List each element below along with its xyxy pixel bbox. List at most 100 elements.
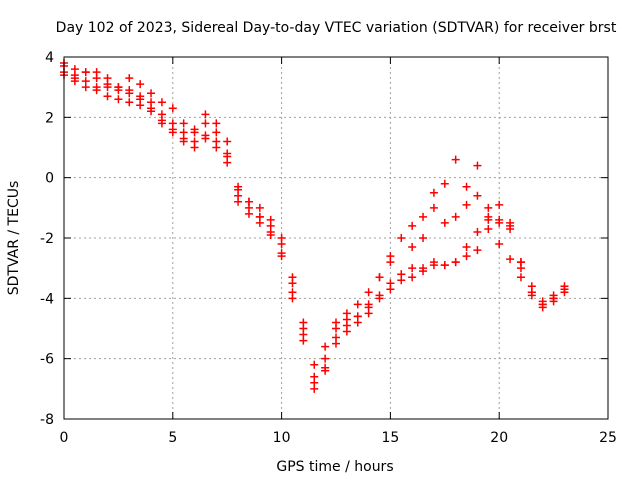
data-point	[332, 339, 340, 348]
data-point	[277, 240, 286, 249]
x-tick-label: 5	[168, 430, 177, 446]
data-point	[473, 227, 482, 236]
x-tick-label: 20	[490, 430, 508, 446]
data-point	[201, 131, 210, 140]
data-point	[527, 288, 536, 297]
x-tick-label: 10	[273, 430, 291, 446]
data-point	[332, 318, 340, 327]
data-point	[484, 203, 493, 212]
data-point	[375, 273, 384, 282]
data-point	[560, 288, 569, 297]
data-point	[299, 324, 308, 333]
data-point	[506, 255, 515, 264]
data-point	[495, 200, 504, 209]
data-point	[506, 221, 515, 230]
data-point	[484, 224, 493, 233]
data-point	[81, 83, 90, 92]
series-trace-d	[60, 71, 569, 393]
data-point	[386, 279, 395, 288]
data-point	[288, 279, 297, 288]
data-point	[397, 270, 406, 279]
data-point	[179, 134, 188, 143]
data-point	[538, 303, 547, 312]
data-point	[386, 258, 395, 267]
data-point	[321, 363, 330, 372]
data-point	[125, 86, 134, 95]
y-tick-label: -2	[40, 231, 54, 247]
y-tick-label: 4	[45, 50, 54, 66]
data-point	[212, 137, 221, 146]
data-point	[114, 83, 123, 92]
data-point	[244, 209, 253, 218]
data-point	[92, 86, 101, 95]
data-point	[310, 360, 319, 369]
data-point	[342, 327, 351, 336]
data-point	[495, 215, 504, 224]
data-point	[440, 261, 449, 270]
plot-area	[60, 59, 569, 393]
data-point	[549, 297, 558, 306]
y-tick-label: 2	[45, 110, 54, 126]
x-tick-label: 25	[599, 430, 617, 446]
data-point	[364, 288, 373, 297]
series-trace-b	[60, 68, 569, 375]
y-tick-label: -8	[40, 412, 54, 428]
data-point	[299, 336, 308, 345]
y-tick-label: 0	[45, 171, 54, 187]
data-point	[266, 230, 275, 239]
data-point	[70, 65, 79, 74]
data-point	[190, 128, 199, 137]
series-trace-a	[60, 62, 569, 381]
data-point	[473, 246, 482, 255]
data-point	[462, 182, 471, 191]
data-point	[157, 98, 166, 107]
chart-title: Day 102 of 2023, Sidereal Day-to-day VTE…	[56, 20, 617, 36]
data-point	[429, 188, 438, 197]
data-point	[419, 212, 428, 221]
data-point	[310, 384, 319, 393]
x-tick-label: 15	[381, 430, 399, 446]
data-point	[223, 137, 232, 146]
data-point	[136, 101, 145, 110]
data-point	[408, 264, 417, 273]
data-point	[244, 197, 253, 206]
data-point	[419, 264, 428, 273]
data-point	[168, 125, 177, 134]
data-point	[364, 309, 373, 318]
data-point	[429, 258, 438, 267]
data-point	[408, 243, 417, 252]
data-point	[484, 212, 493, 221]
data-point	[179, 119, 188, 128]
data-point	[375, 294, 384, 303]
data-point	[147, 89, 156, 98]
data-point	[114, 95, 123, 104]
data-point	[451, 258, 460, 267]
data-point	[223, 152, 232, 161]
data-point	[462, 243, 471, 252]
grid	[64, 57, 608, 419]
data-point	[408, 221, 417, 230]
series-trace-c	[60, 59, 569, 387]
data-point	[255, 203, 264, 212]
data-point	[201, 110, 210, 119]
data-point	[462, 200, 471, 209]
data-point	[168, 104, 177, 113]
data-point	[440, 179, 449, 188]
data-point	[440, 218, 449, 227]
data-point	[277, 252, 286, 261]
data-point	[103, 74, 112, 83]
data-point	[234, 182, 243, 191]
data-point	[212, 119, 221, 128]
data-point	[495, 240, 504, 249]
data-point	[81, 68, 90, 77]
data-point	[429, 203, 438, 212]
x-tick-label: 0	[60, 430, 69, 446]
data-point	[353, 318, 362, 327]
data-point	[201, 119, 210, 128]
data-point	[147, 107, 156, 116]
data-point	[408, 273, 417, 282]
data-point	[136, 80, 145, 89]
data-point	[516, 273, 525, 282]
